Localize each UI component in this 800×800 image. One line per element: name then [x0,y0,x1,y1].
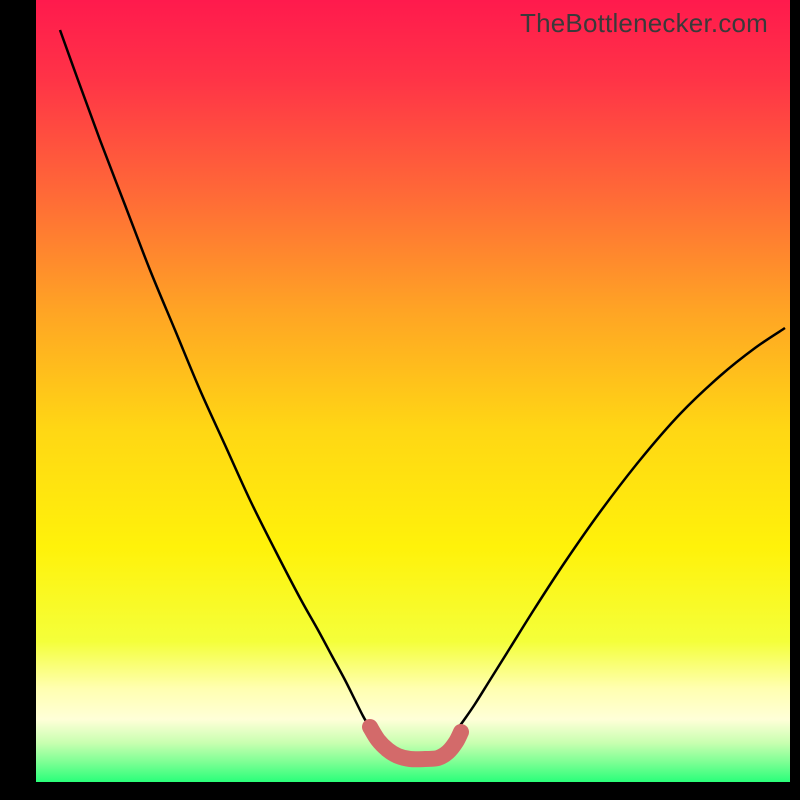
chart-container: TheBottlenecker.com [0,0,800,800]
curves-svg [0,0,800,800]
watermark-text: TheBottlenecker.com [520,8,768,39]
gradient-background [36,0,790,782]
plot-area [36,0,790,782]
